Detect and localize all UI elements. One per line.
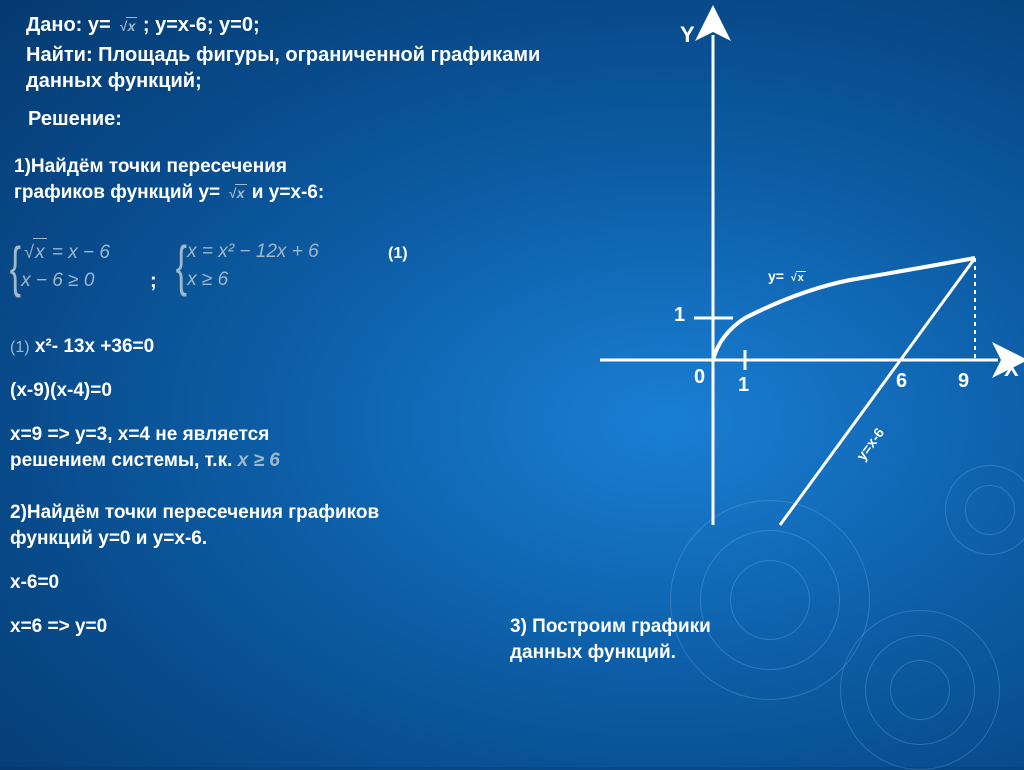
- y-axis-label: Y: [680, 22, 695, 48]
- x-axis-label: X: [1004, 356, 1019, 382]
- sqrt-curve-label: y= x: [768, 268, 806, 284]
- tick-label-x1: 1: [738, 374, 749, 397]
- tick-label-y1: 1: [674, 304, 685, 327]
- sqrt-curve: [713, 258, 975, 360]
- tick-label-x9: 9: [958, 370, 969, 393]
- linear-curve: [780, 258, 975, 525]
- sqrt-label-prefix: y=: [768, 268, 788, 284]
- origin-label: 0: [694, 366, 705, 389]
- sqrt-icon: x: [788, 271, 806, 284]
- function-chart: [0, 0, 1024, 767]
- tick-label-x6: 6: [896, 370, 907, 393]
- slide-content: Дано: y= x ; y=x-6; y=0; Найти: Площадь …: [0, 0, 1024, 767]
